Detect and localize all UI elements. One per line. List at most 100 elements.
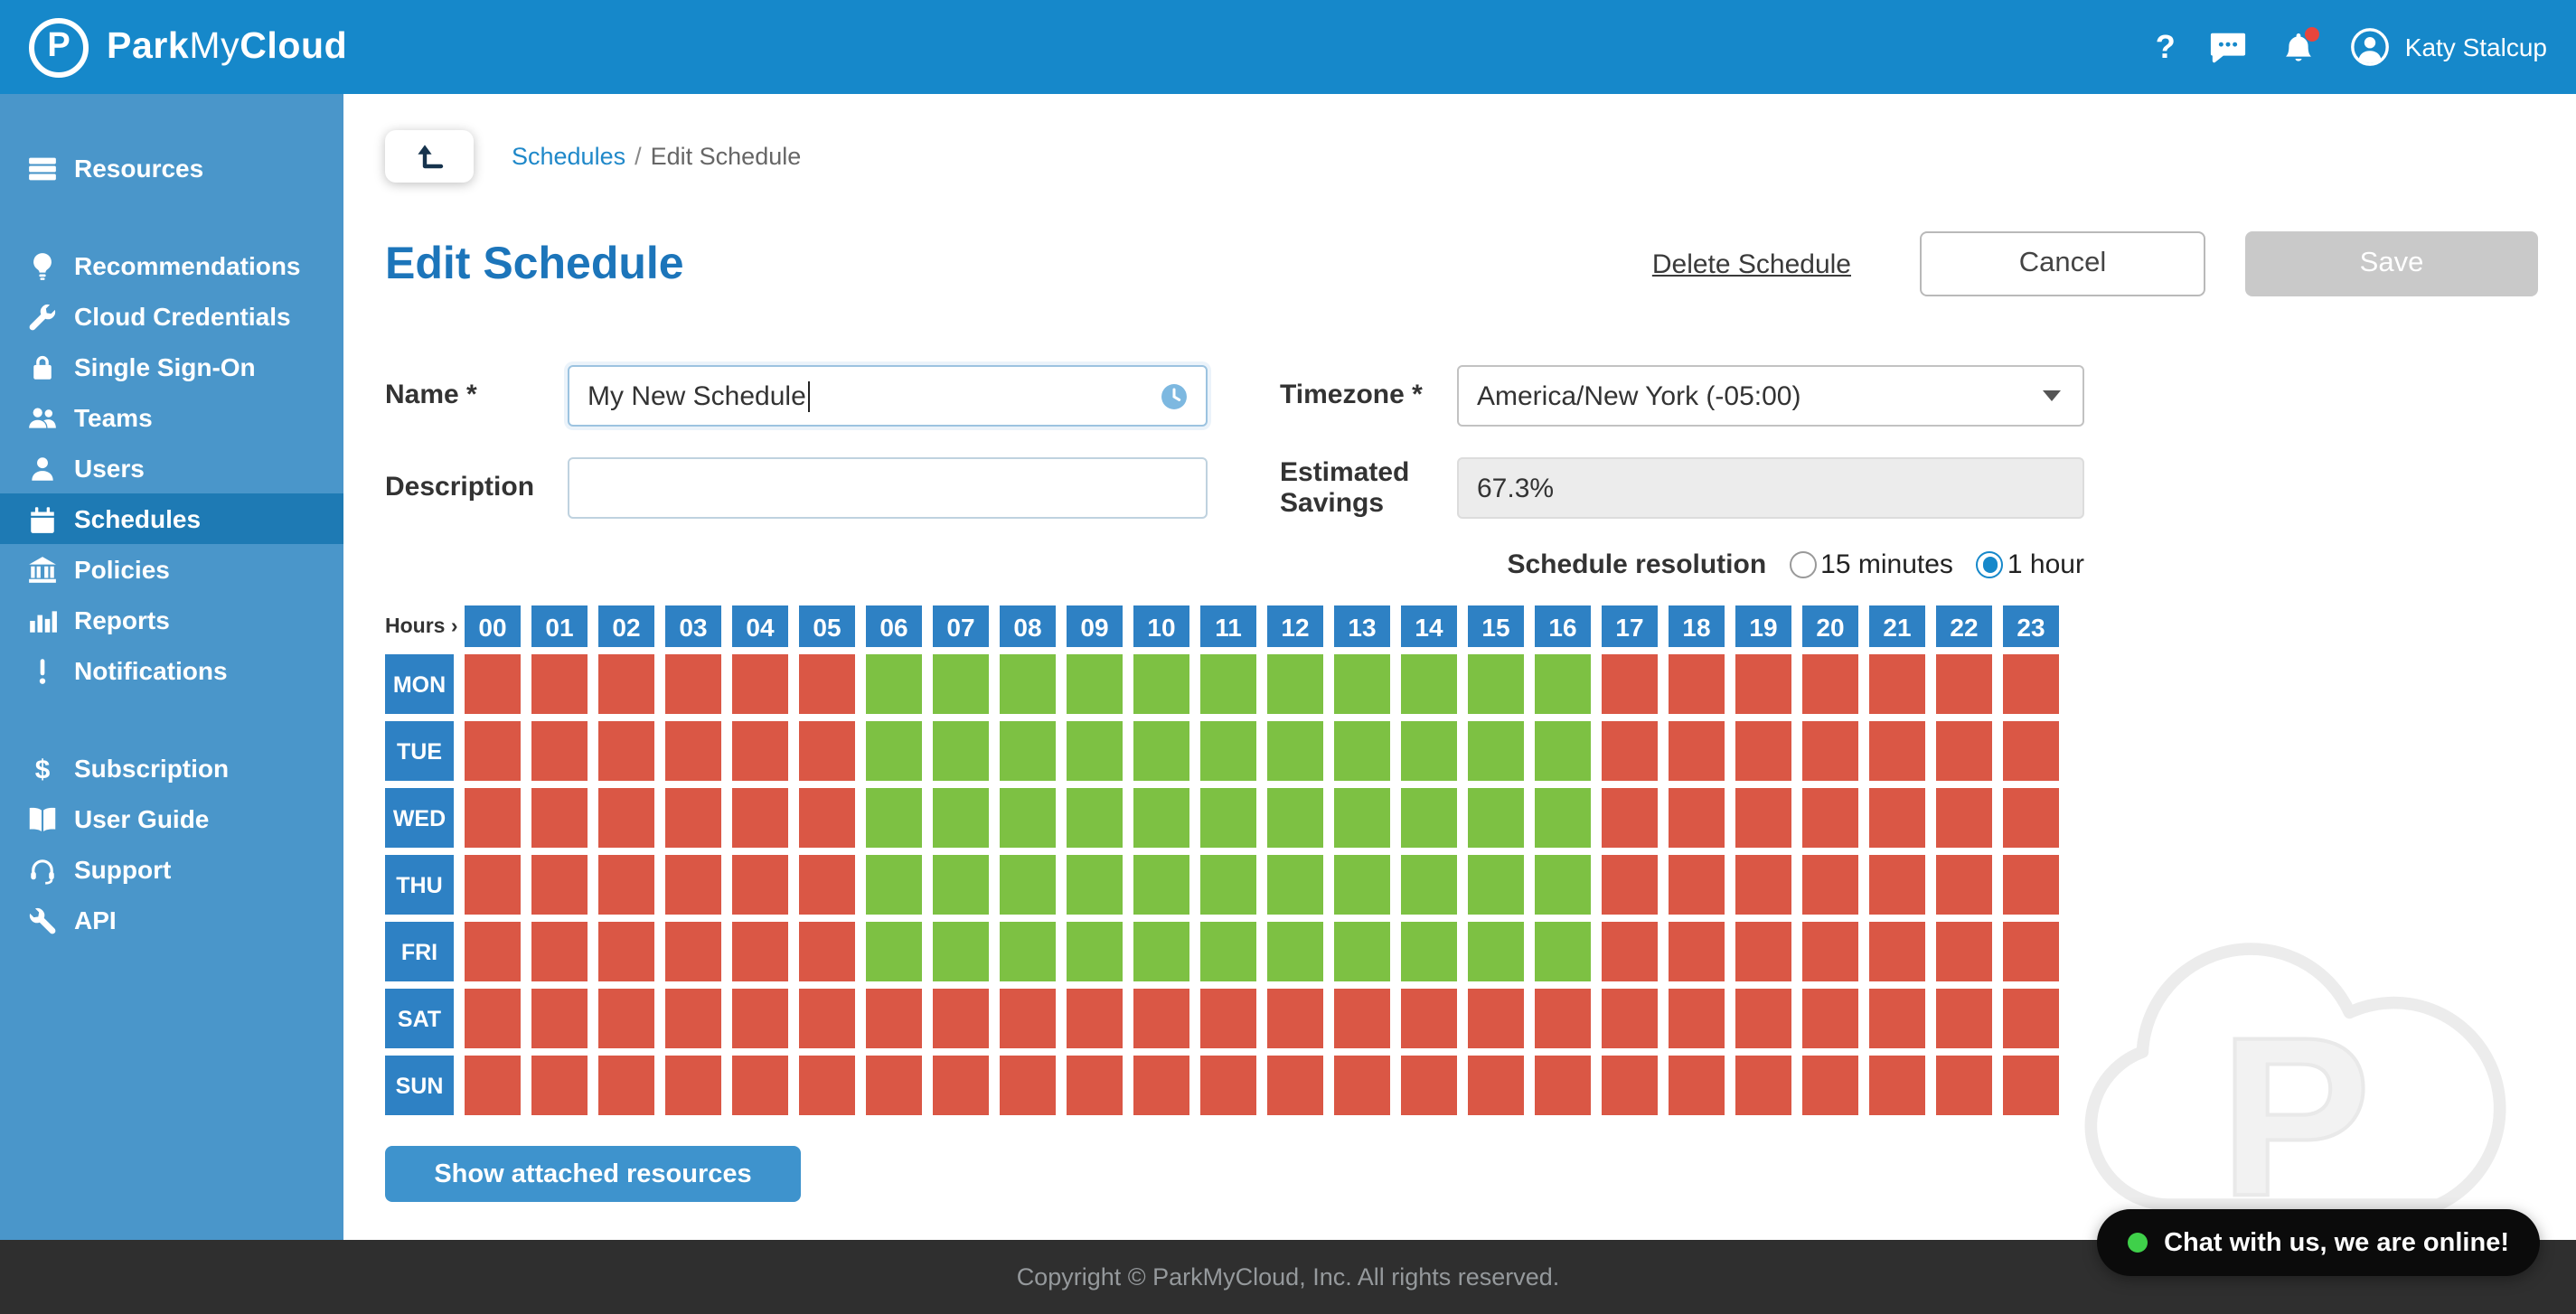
cell-sat-06[interactable] bbox=[866, 989, 922, 1048]
cell-sat-11[interactable] bbox=[1200, 989, 1256, 1048]
day-label-wed[interactable]: WED bbox=[385, 788, 454, 848]
cell-wed-09[interactable] bbox=[1067, 788, 1123, 848]
cell-mon-10[interactable] bbox=[1133, 654, 1189, 714]
cell-sat-17[interactable] bbox=[1602, 989, 1658, 1048]
cell-tue-00[interactable] bbox=[465, 721, 521, 781]
cell-tue-09[interactable] bbox=[1067, 721, 1123, 781]
cell-mon-16[interactable] bbox=[1535, 654, 1591, 714]
cell-sun-01[interactable] bbox=[531, 1056, 588, 1115]
cell-tue-10[interactable] bbox=[1133, 721, 1189, 781]
hour-header-02[interactable]: 02 bbox=[598, 605, 654, 647]
cell-fri-10[interactable] bbox=[1133, 922, 1189, 981]
cell-sun-11[interactable] bbox=[1200, 1056, 1256, 1115]
hour-header-17[interactable]: 17 bbox=[1602, 605, 1658, 647]
cell-sun-13[interactable] bbox=[1334, 1056, 1390, 1115]
hour-header-18[interactable]: 18 bbox=[1669, 605, 1725, 647]
resolution-option-1-hour[interactable]: 1 hour bbox=[1976, 549, 2084, 580]
cell-thu-07[interactable] bbox=[933, 855, 989, 915]
cell-tue-22[interactable] bbox=[1936, 721, 1992, 781]
save-button[interactable]: Save bbox=[2245, 231, 2538, 296]
cell-thu-13[interactable] bbox=[1334, 855, 1390, 915]
hour-header-21[interactable]: 21 bbox=[1869, 605, 1925, 647]
cell-sun-02[interactable] bbox=[598, 1056, 654, 1115]
cell-thu-22[interactable] bbox=[1936, 855, 1992, 915]
hour-header-20[interactable]: 20 bbox=[1802, 605, 1858, 647]
cell-tue-07[interactable] bbox=[933, 721, 989, 781]
cell-tue-20[interactable] bbox=[1802, 721, 1858, 781]
sidebar-item-notifications[interactable]: Notifications bbox=[0, 645, 343, 696]
cell-sat-02[interactable] bbox=[598, 989, 654, 1048]
cell-mon-06[interactable] bbox=[866, 654, 922, 714]
cell-wed-04[interactable] bbox=[732, 788, 788, 848]
cell-fri-08[interactable] bbox=[1000, 922, 1056, 981]
cell-thu-04[interactable] bbox=[732, 855, 788, 915]
hour-header-08[interactable]: 08 bbox=[1000, 605, 1056, 647]
cell-fri-16[interactable] bbox=[1535, 922, 1591, 981]
cell-tue-08[interactable] bbox=[1000, 721, 1056, 781]
cell-thu-08[interactable] bbox=[1000, 855, 1056, 915]
cell-mon-19[interactable] bbox=[1735, 654, 1791, 714]
name-input[interactable]: My New Schedule bbox=[568, 365, 1208, 427]
cell-fri-12[interactable] bbox=[1267, 922, 1323, 981]
cell-fri-02[interactable] bbox=[598, 922, 654, 981]
timezone-select[interactable]: America/New York (-05:00) bbox=[1457, 365, 2084, 427]
hour-header-11[interactable]: 11 bbox=[1200, 605, 1256, 647]
cell-sun-09[interactable] bbox=[1067, 1056, 1123, 1115]
cell-tue-14[interactable] bbox=[1401, 721, 1457, 781]
radio-selected-icon[interactable] bbox=[1976, 551, 2004, 578]
cell-thu-16[interactable] bbox=[1535, 855, 1591, 915]
cell-wed-22[interactable] bbox=[1936, 788, 1992, 848]
cell-fri-11[interactable] bbox=[1200, 922, 1256, 981]
cell-tue-16[interactable] bbox=[1535, 721, 1591, 781]
cell-thu-19[interactable] bbox=[1735, 855, 1791, 915]
hour-header-10[interactable]: 10 bbox=[1133, 605, 1189, 647]
day-label-tue[interactable]: TUE bbox=[385, 721, 454, 781]
cell-thu-05[interactable] bbox=[799, 855, 855, 915]
cell-sat-15[interactable] bbox=[1468, 989, 1524, 1048]
cell-mon-05[interactable] bbox=[799, 654, 855, 714]
cell-sat-07[interactable] bbox=[933, 989, 989, 1048]
cell-wed-15[interactable] bbox=[1468, 788, 1524, 848]
cell-sat-20[interactable] bbox=[1802, 989, 1858, 1048]
cell-tue-18[interactable] bbox=[1669, 721, 1725, 781]
cell-mon-07[interactable] bbox=[933, 654, 989, 714]
cell-sat-18[interactable] bbox=[1669, 989, 1725, 1048]
cell-mon-04[interactable] bbox=[732, 654, 788, 714]
cell-wed-13[interactable] bbox=[1334, 788, 1390, 848]
cell-wed-05[interactable] bbox=[799, 788, 855, 848]
hour-header-07[interactable]: 07 bbox=[933, 605, 989, 647]
cell-mon-20[interactable] bbox=[1802, 654, 1858, 714]
hour-header-04[interactable]: 04 bbox=[732, 605, 788, 647]
cell-wed-02[interactable] bbox=[598, 788, 654, 848]
cell-fri-00[interactable] bbox=[465, 922, 521, 981]
help-icon[interactable]: ? bbox=[2155, 28, 2176, 64]
sidebar-item-reports[interactable]: Reports bbox=[0, 595, 343, 645]
cell-sun-18[interactable] bbox=[1669, 1056, 1725, 1115]
cell-tue-11[interactable] bbox=[1200, 721, 1256, 781]
day-label-fri[interactable]: FRI bbox=[385, 922, 454, 981]
hour-header-13[interactable]: 13 bbox=[1334, 605, 1390, 647]
cell-sat-03[interactable] bbox=[665, 989, 721, 1048]
cell-mon-17[interactable] bbox=[1602, 654, 1658, 714]
chat-widget[interactable]: Chat with us, we are online! bbox=[2097, 1209, 2540, 1276]
resolution-option-15-minutes[interactable]: 15 minutes bbox=[1790, 549, 1953, 580]
cell-wed-20[interactable] bbox=[1802, 788, 1858, 848]
cell-thu-03[interactable] bbox=[665, 855, 721, 915]
sidebar-item-single-sign-on[interactable]: Single Sign-On bbox=[0, 342, 343, 392]
show-attached-resources-button[interactable]: Show attached resources bbox=[385, 1146, 801, 1202]
cell-fri-03[interactable] bbox=[665, 922, 721, 981]
cell-wed-03[interactable] bbox=[665, 788, 721, 848]
cell-mon-14[interactable] bbox=[1401, 654, 1457, 714]
cell-wed-01[interactable] bbox=[531, 788, 588, 848]
cell-sat-22[interactable] bbox=[1936, 989, 1992, 1048]
cell-wed-18[interactable] bbox=[1669, 788, 1725, 848]
cell-wed-00[interactable] bbox=[465, 788, 521, 848]
cell-mon-08[interactable] bbox=[1000, 654, 1056, 714]
hour-header-16[interactable]: 16 bbox=[1535, 605, 1591, 647]
cell-wed-10[interactable] bbox=[1133, 788, 1189, 848]
hour-header-15[interactable]: 15 bbox=[1468, 605, 1524, 647]
day-label-mon[interactable]: MON bbox=[385, 654, 454, 714]
cell-tue-12[interactable] bbox=[1267, 721, 1323, 781]
cell-mon-13[interactable] bbox=[1334, 654, 1390, 714]
cell-sun-20[interactable] bbox=[1802, 1056, 1858, 1115]
